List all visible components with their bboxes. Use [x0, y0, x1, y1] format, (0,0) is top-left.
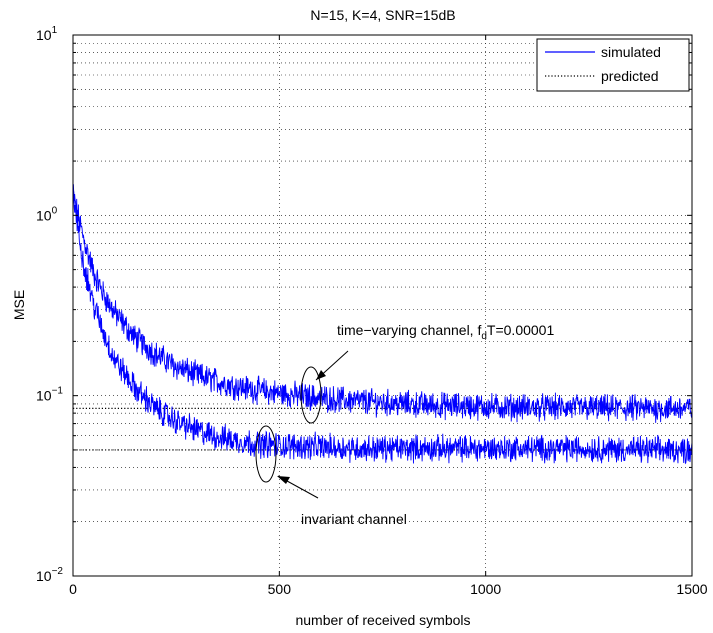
annotation-time-varying: time−varying channel, fdT=0.00001: [300, 322, 554, 424]
y-tick-label: 10−1: [36, 386, 63, 404]
x-tick-label: 1500: [676, 581, 707, 597]
y-tick-label: 101: [36, 25, 58, 43]
plot-frame: [72, 34, 693, 577]
y-tick-label-exponent: −2: [52, 566, 64, 577]
annotation-time-varying-main: time−varying channel, f: [337, 322, 481, 338]
y-tick-label-exponent: 0: [52, 205, 58, 216]
y-tick-label: 100: [36, 205, 58, 223]
x-tick-label: 1000: [470, 581, 501, 597]
annotation-ellipse-invariant: [255, 425, 277, 483]
y-tick-label-base: 10: [36, 207, 52, 223]
annotation-time-varying-text: time−varying channel, fdT=0.00001: [337, 322, 554, 342]
y-tick-label: 10−2: [36, 566, 63, 584]
annotation-arrowhead-time-varying: [316, 370, 326, 380]
legend-box: [536, 38, 690, 92]
y-tick-label-exponent: −1: [52, 386, 64, 397]
chart-title: N=15, K=4, SNR=15dB: [310, 7, 455, 23]
y-tick-label-base: 10: [36, 388, 52, 404]
annotation-time-varying-tail: T=0.00001: [487, 322, 555, 338]
x-axis-label: number of received symbols: [295, 612, 470, 628]
simulated-line: [72, 184, 693, 465]
legend: simulated predicted: [536, 38, 690, 92]
legend-simulated-label: simulated: [601, 44, 661, 60]
y-tick-label-base: 10: [36, 27, 52, 43]
simulated-lines: [72, 184, 693, 465]
annotation-time-varying-sub: d: [481, 331, 487, 342]
annotation-invariant: invariant channel: [255, 425, 407, 527]
annotation-ellipse-time-varying: [300, 366, 322, 424]
y-axis-label: MSE: [11, 290, 27, 320]
legend-predicted-label: predicted: [601, 68, 659, 84]
y-tick-label-base: 10: [36, 568, 52, 584]
annotation-arrowhead-invariant: [277, 476, 290, 484]
annotation-invariant-text: invariant channel: [301, 511, 407, 527]
y-tick-label-exponent: 1: [52, 25, 58, 36]
x-tick-label: 0: [69, 581, 77, 597]
x-tick-label: 500: [268, 581, 292, 597]
simulated-line: [72, 188, 693, 423]
